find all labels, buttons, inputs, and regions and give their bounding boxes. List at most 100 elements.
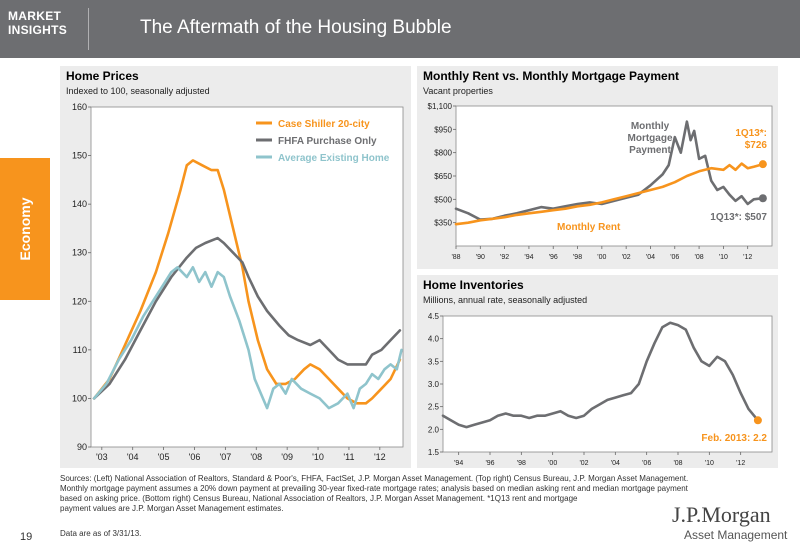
endpoint-marker — [753, 416, 762, 425]
x-tick-label: '04 — [611, 460, 620, 467]
x-tick-label: '90 — [476, 254, 485, 261]
y-tick-label: $650 — [434, 172, 452, 181]
x-tick-label: '00 — [597, 254, 606, 261]
plot-area — [90, 106, 404, 448]
x-tick-label: '05 — [158, 452, 170, 462]
x-tick-label: '08 — [673, 460, 682, 467]
y-tick-label: 4.0 — [428, 335, 440, 344]
y-tick-label: 2.0 — [428, 425, 440, 434]
sources-line: payment values are J.P. Morgan Asset Man… — [60, 504, 284, 513]
logo-subtitle: Asset Management — [684, 528, 788, 542]
y-tick-label: 1.5 — [428, 448, 440, 457]
rent-endpoint-annotation: 1Q13*: — [735, 128, 767, 139]
x-tick-label: '00 — [548, 460, 557, 467]
rent-endpoint-annotation: $726 — [745, 140, 768, 151]
y-tick-label: 3.0 — [428, 380, 440, 389]
legend-label: Case Shiller 20-city — [278, 119, 370, 130]
y-tick-label: $950 — [434, 125, 452, 134]
page-number: 19 — [20, 531, 33, 543]
y-tick-label: 3.5 — [428, 357, 440, 366]
market-insights-brand: MARKET INSIGHTS — [8, 9, 67, 37]
rent-vs-mortgage-chart: Monthly Rent vs. Monthly Mortgage Paymen… — [423, 69, 773, 261]
brand-line-1: MARKET — [8, 9, 62, 23]
x-tick-label: '94 — [524, 254, 533, 261]
x-tick-label: '02 — [622, 254, 631, 261]
y-tick-label: 160 — [72, 102, 87, 112]
y-tick-label: $800 — [434, 149, 452, 158]
x-tick-label: '08 — [250, 452, 262, 462]
chart-subtitle: Millions, annual rate, seasonally adjust… — [423, 295, 587, 305]
brand-line-2: INSIGHTS — [8, 23, 68, 37]
home-prices-chart: Home Prices Indexed to 100, seasonally ad… — [66, 69, 404, 462]
x-tick-label: '96 — [549, 254, 558, 261]
page-title: The Aftermath of the Housing Bubble — [140, 17, 452, 38]
chart-title: Monthly Rent vs. Monthly Mortgage Paymen… — [423, 69, 679, 83]
series-line-average-existing-home — [92, 266, 403, 410]
x-tick-label: '04 — [127, 452, 139, 462]
legend-label: FHFA Purchase Only — [278, 136, 377, 147]
y-tick-label: $350 — [434, 219, 452, 228]
x-tick-label: '12 — [736, 460, 745, 467]
rent-annotation: Monthly Rent — [557, 222, 621, 233]
x-tick-label: '06 — [670, 254, 679, 261]
series-line-case-shiller-20-city — [92, 159, 402, 405]
mortgage-annotation: Mortgage — [628, 133, 673, 144]
data-as-of: Data are as of 3/31/13. — [60, 529, 142, 538]
x-tick-label: '07 — [220, 452, 232, 462]
chart-subtitle: Vacant properties — [423, 86, 493, 96]
x-tick-label: '04 — [646, 254, 655, 261]
y-tick-label: 4.5 — [428, 312, 440, 321]
y-tick-label: 110 — [73, 345, 87, 355]
y-tick-label: 120 — [72, 296, 87, 306]
x-tick-label: '03 — [96, 452, 108, 462]
x-tick-label: '96 — [485, 460, 494, 467]
x-tick-label: '98 — [573, 254, 582, 261]
series-line-home-inventories — [441, 321, 760, 429]
plot-area — [455, 105, 773, 247]
header-bar: MARKET INSIGHTS The Aftermath of the Hou… — [0, 0, 800, 58]
footer-sources: Sources: (Left) National Association of … — [60, 474, 772, 514]
x-tick-label: '06 — [642, 460, 651, 467]
sources-line: based on asking price. (Bottom right) Ce… — [60, 494, 578, 503]
x-tick-label: '12 — [743, 254, 752, 261]
x-tick-label: '10 — [719, 254, 728, 261]
x-tick-label: '08 — [695, 254, 704, 261]
y-tick-label: $1,100 — [428, 102, 453, 111]
endpoint-marker — [758, 194, 767, 203]
y-tick-label: 130 — [72, 248, 87, 258]
y-tick-label: 100 — [72, 393, 87, 403]
plot-area — [442, 315, 773, 453]
y-tick-label: $500 — [434, 195, 452, 204]
x-tick-label: '12 — [374, 452, 386, 462]
home-prices-panel: Home Prices Indexed to 100, seasonally ad… — [60, 66, 411, 468]
rent-vs-mortgage-panel: Monthly Rent vs. Monthly Mortgage Paymen… — [417, 66, 778, 269]
mortgage-annotation: Payment — [629, 145, 671, 156]
chart-title: Home Inventories — [423, 278, 524, 292]
x-tick-label: '11 — [343, 452, 354, 462]
home-inventories-panel: Home Inventories Millions, annual rate, s… — [417, 275, 778, 468]
sources-line: Sources: (Left) National Association of … — [60, 474, 689, 483]
x-tick-label: '09 — [281, 452, 293, 462]
y-tick-label: 140 — [72, 199, 87, 209]
y-tick-label: 2.5 — [428, 403, 440, 412]
x-tick-label: '10 — [705, 460, 714, 467]
sources-line: Monthly mortgage payment assumes a 20% d… — [60, 484, 688, 493]
x-tick-label: '06 — [189, 452, 201, 462]
x-tick-label: '02 — [579, 460, 588, 467]
legend-label: Average Existing Home — [278, 153, 390, 164]
chart-subtitle: Indexed to 100, seasonally adjusted — [66, 86, 210, 96]
endpoint-marker — [758, 160, 767, 169]
series-line-fhfa-purchase-only — [92, 236, 402, 400]
section-tab-label: Economy — [17, 197, 33, 261]
jpmorgan-logo: J.P.Morgan — [672, 502, 771, 527]
mortgage-annotation: Monthly — [631, 121, 670, 132]
y-tick-label: 90 — [77, 442, 87, 452]
x-tick-label: '94 — [454, 460, 463, 467]
series-line-monthly-rent — [454, 162, 765, 226]
x-tick-label: '10 — [312, 452, 324, 462]
title-divider — [88, 8, 89, 50]
chart-title: Home Prices — [66, 69, 139, 83]
series-line-monthly-mortgage-payment — [454, 120, 765, 221]
mortgage-endpoint-annotation: 1Q13*: $507 — [710, 212, 767, 223]
y-tick-label: 150 — [72, 151, 87, 161]
